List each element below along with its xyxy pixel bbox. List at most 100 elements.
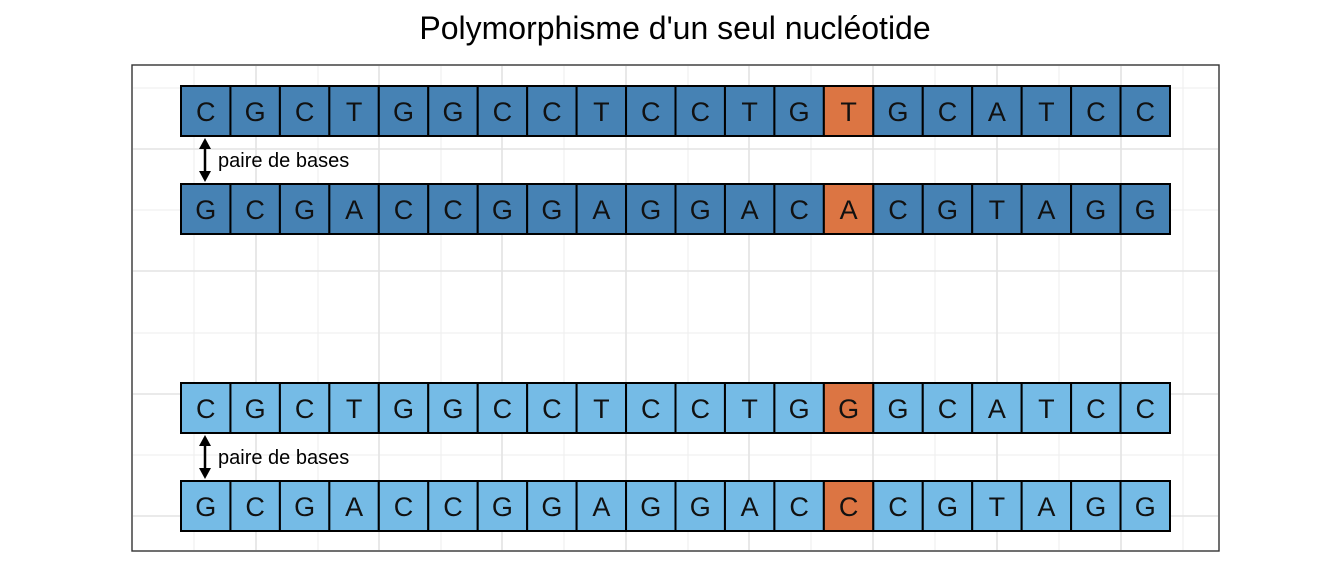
base-cell <box>1119 480 1172 532</box>
base-cell <box>723 183 776 235</box>
base-letter: G <box>789 394 810 424</box>
base-letter: G <box>442 97 463 127</box>
base-cell <box>674 183 726 235</box>
base-letter: G <box>888 97 909 127</box>
base-letter: C <box>443 195 463 225</box>
base-letter: C <box>542 394 562 424</box>
base-cell <box>625 480 677 532</box>
base-cell <box>526 85 578 137</box>
base-cell <box>377 480 430 532</box>
base-letter: G <box>492 195 513 225</box>
base-cell <box>377 85 430 137</box>
base-letter: A <box>988 97 1006 127</box>
base-cell <box>872 480 924 532</box>
base-letter: A <box>1037 492 1055 522</box>
base-letter: C <box>493 97 513 127</box>
base-cell <box>674 382 726 434</box>
arrow-down-icon <box>199 468 211 479</box>
base-pair-label: paire de bases <box>218 150 349 172</box>
base-letter: G <box>294 195 315 225</box>
base-letter: G <box>1135 492 1156 522</box>
base-cell <box>180 85 232 137</box>
diagram-title: Polymorphisme d'un seul nucléotide <box>419 10 930 46</box>
base-letter: C <box>938 394 958 424</box>
base-letter: C <box>196 394 216 424</box>
base-letter: C <box>245 492 265 522</box>
base-letter: C <box>443 492 463 522</box>
base-cell <box>971 382 1023 434</box>
base-cell <box>526 382 578 434</box>
base-letter: A <box>741 195 759 225</box>
base-letter: G <box>1135 195 1156 225</box>
base-letter: T <box>346 394 363 424</box>
base-cell <box>229 382 281 434</box>
base-letter: T <box>1038 394 1055 424</box>
base-cell <box>575 382 628 434</box>
base-cell <box>773 480 825 532</box>
base-cell <box>1119 382 1172 434</box>
base-cell <box>723 85 776 137</box>
base-cell <box>427 85 479 137</box>
base-cell <box>427 382 479 434</box>
base-letter: G <box>1085 195 1106 225</box>
snp-base-cell <box>822 480 875 532</box>
base-letter: C <box>1086 97 1106 127</box>
base-cell <box>328 85 380 137</box>
base-cell <box>1020 480 1073 532</box>
base-cell <box>575 85 628 137</box>
base-letter: T <box>840 97 857 127</box>
base-letter: C <box>1136 97 1156 127</box>
base-letter: G <box>640 492 661 522</box>
base-cell <box>1119 183 1172 235</box>
base-letter: C <box>394 492 414 522</box>
base-cell <box>278 85 331 137</box>
base-letter: G <box>393 394 414 424</box>
base-letter: A <box>592 492 610 522</box>
base-letter: G <box>492 492 513 522</box>
base-cell <box>1070 85 1122 137</box>
base-cell <box>625 85 677 137</box>
base-letter: C <box>394 195 414 225</box>
base-letter: G <box>888 394 909 424</box>
base-letter: G <box>937 195 958 225</box>
base-letter: G <box>690 492 711 522</box>
base-letter: C <box>1086 394 1106 424</box>
base-letter: A <box>988 394 1006 424</box>
base-letter: C <box>938 97 958 127</box>
base-letter: G <box>245 394 266 424</box>
base-letter: G <box>195 492 216 522</box>
base-cell <box>1070 183 1122 235</box>
base-cell <box>1020 85 1073 137</box>
arrow-down-icon <box>199 171 211 182</box>
base-letter: T <box>741 97 758 127</box>
base-letter: C <box>245 195 265 225</box>
base-letter: G <box>937 492 958 522</box>
base-cell <box>328 183 380 235</box>
base-cell <box>229 85 281 137</box>
base-letter: A <box>592 195 610 225</box>
panel-border <box>131 64 1220 552</box>
base-letter: C <box>789 492 809 522</box>
base-cell <box>872 382 924 434</box>
base-cell <box>773 382 825 434</box>
base-letter: G <box>541 492 562 522</box>
base-letter: C <box>295 394 315 424</box>
base-cell <box>723 480 776 532</box>
base-cell <box>971 85 1023 137</box>
base-cell <box>921 183 974 235</box>
base-letter: A <box>345 492 363 522</box>
panel-background <box>132 65 1219 551</box>
base-letter: C <box>493 394 513 424</box>
base-letter: G <box>690 195 711 225</box>
arrow-up-icon <box>199 435 211 446</box>
base-letter: C <box>542 97 562 127</box>
base-letter: T <box>989 492 1006 522</box>
base-cell <box>971 480 1023 532</box>
base-letter: G <box>393 97 414 127</box>
base-letter: C <box>690 97 710 127</box>
base-letter: C <box>888 195 908 225</box>
base-letter: G <box>245 97 266 127</box>
base-pair-label: paire de bases <box>218 447 349 469</box>
base-cell <box>1070 382 1122 434</box>
